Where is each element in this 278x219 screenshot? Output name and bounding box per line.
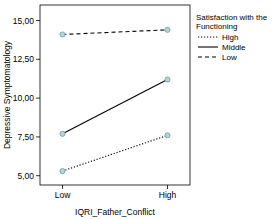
point <box>60 32 65 37</box>
legend-title: Satisfaction with theFunctioning <box>196 13 268 31</box>
y-axis-label: Depressive Symptomatology <box>2 40 12 149</box>
legend-label: Middle <box>222 43 246 52</box>
plot-frame <box>40 5 190 185</box>
legend-label: Low <box>222 53 237 62</box>
point <box>165 133 170 138</box>
chart: 5,00 7,50 10,00 12,50 15,00 Low High IQRI_Fathe… <box>0 0 278 219</box>
y-tick <box>36 98 40 99</box>
y-tick-label: 7,50 <box>17 132 34 142</box>
x-tick-label: High <box>159 190 177 200</box>
point <box>60 168 65 173</box>
point <box>60 131 65 136</box>
x-tick <box>62 185 63 189</box>
legend-swatch <box>198 56 218 57</box>
legend-label: High <box>222 33 238 42</box>
y-tick-label: 12,50 <box>13 54 35 64</box>
series-line <box>63 79 168 133</box>
legend-swatch <box>198 36 218 37</box>
point <box>165 27 170 32</box>
series-line <box>63 135 168 171</box>
x-tick-label: Low <box>55 190 71 200</box>
y-tick-label: 5,00 <box>17 171 34 181</box>
x-axis-label: IQRI_Father_Conflict <box>75 207 155 217</box>
point <box>165 77 170 82</box>
y-tick <box>36 136 40 137</box>
y-tick <box>36 20 40 21</box>
legend-swatch <box>198 46 218 47</box>
plot-marks <box>60 27 170 173</box>
y-tick-label: 10,00 <box>13 93 35 103</box>
x-tick <box>167 185 168 189</box>
series-line <box>63 30 168 35</box>
y-tick <box>36 59 40 60</box>
y-tick <box>36 175 40 176</box>
y-tick-label: 15,00 <box>13 16 35 26</box>
